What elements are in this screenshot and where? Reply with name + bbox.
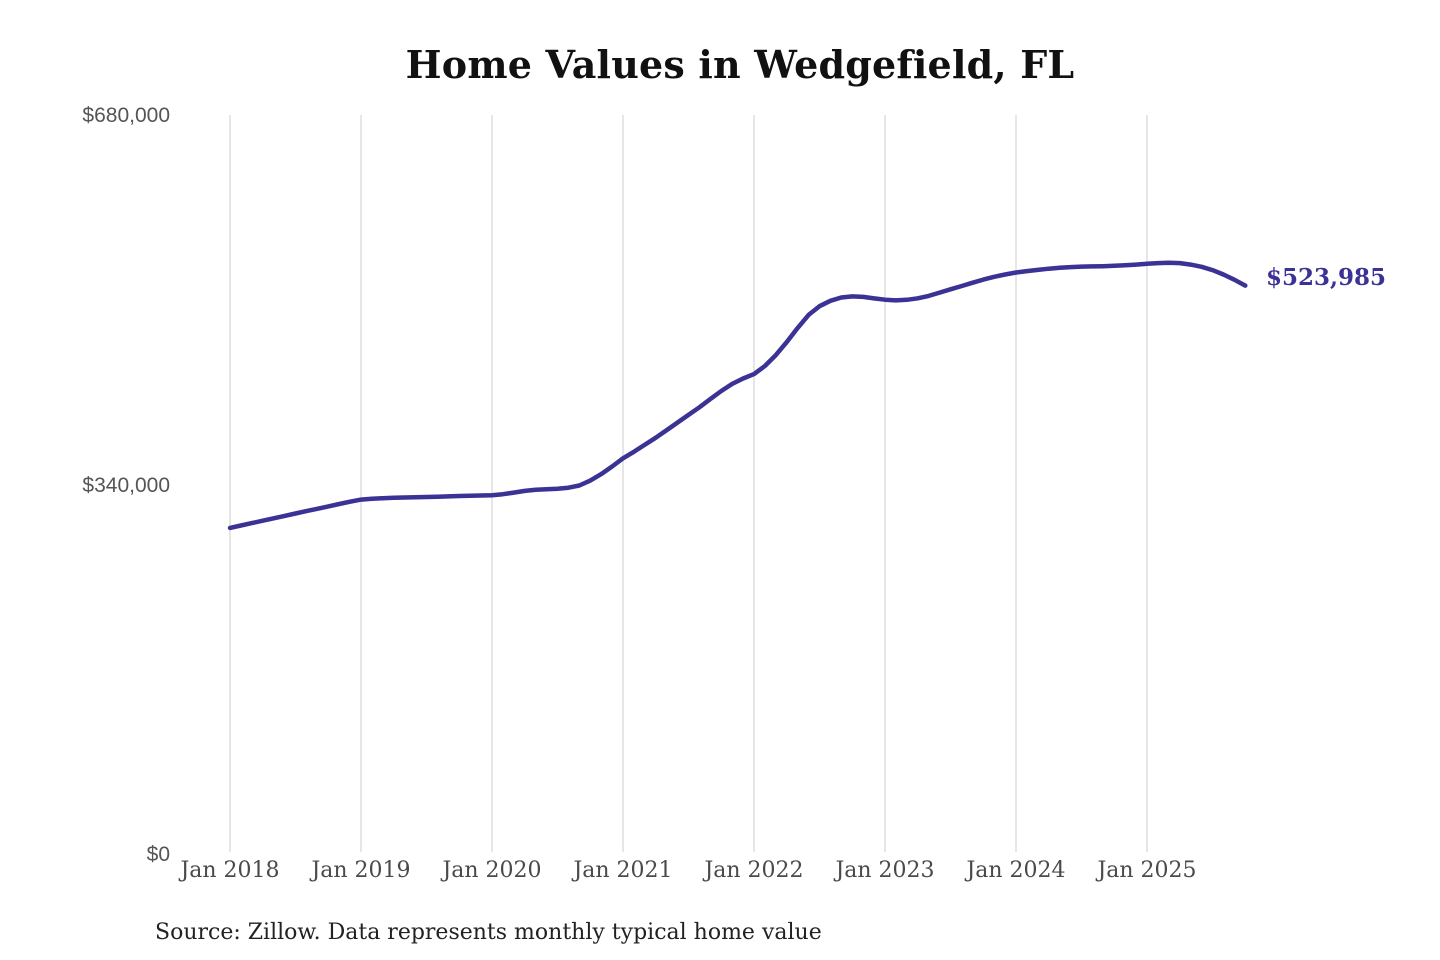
x-axis-tick-label: Jan 2019: [311, 858, 411, 883]
x-axis-tick-label: Jan 2024: [966, 858, 1066, 883]
y-axis-tick-label: $680,000: [82, 104, 170, 127]
y-axis-tick-label: $340,000: [82, 473, 170, 497]
chart-title: Home Values in Wedgefield, FL: [405, 42, 1075, 87]
x-axis-tick-label: Jan 2020: [442, 858, 542, 883]
x-axis-tick-label: Jan 2018: [180, 858, 280, 883]
x-axis-tick-label: Jan 2023: [835, 858, 935, 883]
source-note: Source: Zillow. Data represents monthly …: [155, 920, 822, 945]
x-axis-tick-label: Jan 2021: [573, 858, 673, 883]
x-axis-tick-label: Jan 2022: [704, 858, 804, 883]
x-axis-tick-label: Jan 2025: [1097, 858, 1197, 883]
y-axis-tick-label: $0: [146, 843, 170, 866]
home-value-line: [227, 260, 1248, 531]
latest-value-label: $523,985: [1266, 264, 1387, 291]
gridlines: [229, 115, 1148, 852]
